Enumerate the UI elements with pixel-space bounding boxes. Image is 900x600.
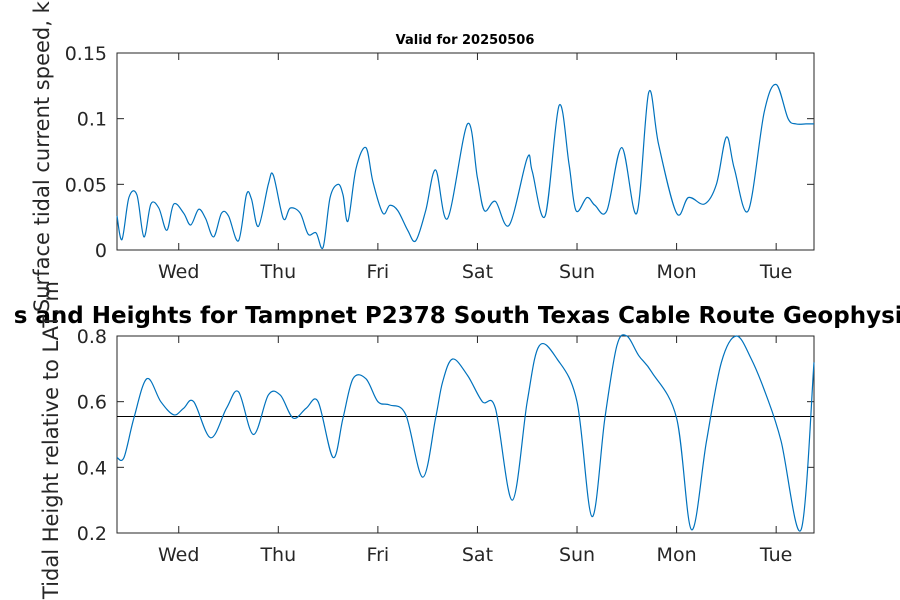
bottom-x-axis: Wed Thu Fri Sat Sun Mon Tue (158, 336, 792, 566)
y-tick-label: 0.1 (77, 109, 107, 131)
y-tick-label: 0.6 (77, 392, 107, 414)
top-plot-area (116, 52, 815, 251)
y-tick-label: 0 (95, 240, 107, 262)
top-x-axis: Wed Thu Fri Sat Sun Mon Tue (158, 53, 792, 283)
x-tick-label: Fri (367, 261, 390, 283)
x-tick-label: Wed (158, 261, 199, 283)
x-tick-label: Sat (462, 261, 493, 283)
bottom-y-axis: 0.2 0.4 0.6 0.8 (77, 326, 814, 545)
y-tick-label: 0.8 (77, 326, 107, 348)
top-chart: Valid for 20250506 Wed Thu Fri Sat Sun Mon Tue… (30, 0, 815, 312)
top-chart-title: Valid for 20250506 (396, 33, 535, 48)
x-tick-label: Wed (158, 544, 199, 566)
x-tick-label: Sat (462, 544, 493, 566)
x-tick-label: Thu (259, 261, 296, 283)
top-y-axis-label: Surface tidal current speed, kn (30, 0, 54, 312)
x-tick-label: Tue (759, 544, 792, 566)
bottom-tidal-height-line (116, 334, 815, 532)
y-tick-label: 0.4 (77, 457, 107, 479)
bottom-chart: s and Heights for Tampnet P2378 South Te… (14, 281, 900, 600)
y-tick-label: 0.05 (65, 174, 107, 196)
bottom-y-axis-label: Tidal Height relative to LAT, m (39, 281, 63, 600)
x-tick-label: Tue (759, 261, 792, 283)
x-tick-label: Mon (657, 544, 697, 566)
x-tick-label: Fri (367, 544, 390, 566)
bottom-plot-area (116, 335, 815, 534)
bottom-chart-title: s and Heights for Tampnet P2378 South Te… (14, 303, 900, 329)
x-tick-label: Thu (259, 544, 296, 566)
y-tick-label: 0.2 (77, 523, 107, 545)
x-tick-label: Mon (657, 261, 697, 283)
x-tick-label: Sun (559, 261, 595, 283)
top-current-speed-line (116, 83, 814, 250)
x-tick-label: Sun (559, 544, 595, 566)
top-y-axis: 0 0.05 0.1 0.15 (65, 43, 814, 262)
y-tick-label: 0.15 (65, 43, 107, 65)
